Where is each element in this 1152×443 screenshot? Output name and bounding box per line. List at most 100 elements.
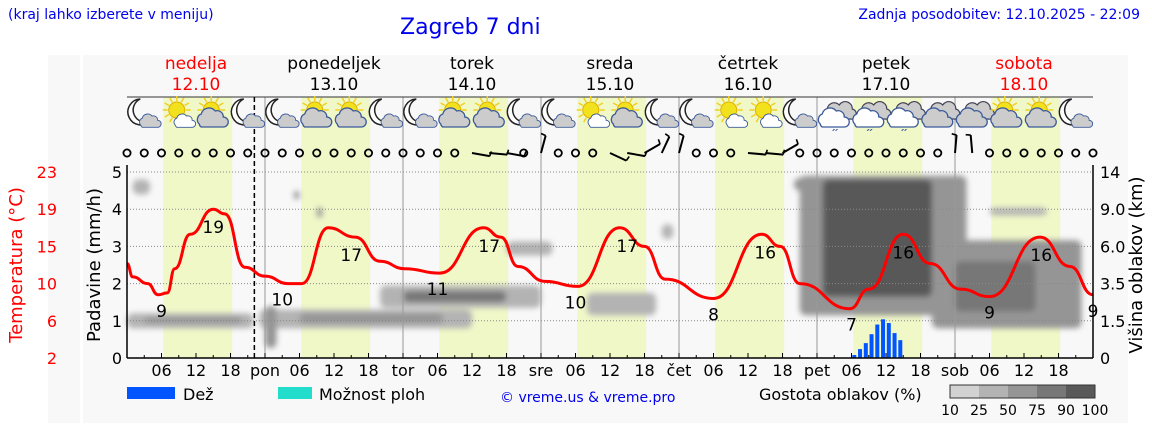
- temperature-label: 9: [156, 302, 167, 322]
- sun-ray: [460, 102, 466, 107]
- cloud-height-tick-label: 3.5: [1100, 275, 1125, 294]
- drizzle-marks: ״: [866, 125, 874, 138]
- calm-wind-icon: [933, 148, 943, 158]
- sun-ray: [721, 117, 725, 123]
- copyright-link[interactable]: © vreme.us & vreme.pro: [500, 390, 675, 406]
- cloud-height-tick-label: 0: [1100, 349, 1110, 368]
- calm-wind-icon: [174, 148, 184, 158]
- x-tick-label: pon: [250, 361, 280, 380]
- calm-wind-icon: [208, 148, 218, 158]
- x-tick-label: 06: [565, 361, 585, 380]
- wind-barb-icon: [954, 134, 958, 154]
- wind-barb-icon: [781, 143, 799, 154]
- day-date-4: 16.10: [724, 75, 773, 95]
- front-cloud: [380, 113, 404, 128]
- cloud-density-area: [403, 291, 507, 303]
- cloud-drizzle-icon: ״: [886, 101, 926, 138]
- sun-ray: [755, 97, 760, 103]
- sun-cloud-icon: [438, 96, 471, 128]
- calm-wind-icon: [916, 148, 926, 158]
- legend-cloud-density-title: Gostota oblakov (%): [759, 385, 922, 404]
- wind-barb-icon: [747, 152, 767, 156]
- density-scale-label: 25: [970, 403, 988, 419]
- temperature-label: 16: [892, 243, 914, 263]
- front-cloud: [173, 113, 197, 128]
- cloud-shape: [415, 113, 438, 128]
- drizzle-marks: ״: [900, 125, 908, 138]
- sun-ray: [1008, 97, 1013, 103]
- calm-wind-icon: [312, 148, 322, 158]
- calm-wind-icon: [519, 148, 529, 158]
- cloud-density-area: [955, 261, 1036, 312]
- sun-ray: [169, 97, 173, 103]
- day-name-6: sobota: [995, 54, 1053, 74]
- sun-ray: [617, 97, 622, 103]
- cloud-shape: [1024, 107, 1057, 128]
- wind-barb-icon: [609, 152, 627, 162]
- wind-barb-feather: [657, 139, 661, 145]
- cloud-shape: [1070, 113, 1094, 128]
- sun-ray: [164, 113, 170, 118]
- rain-bar: [886, 323, 891, 358]
- rain-bar: [858, 349, 863, 358]
- front-cloud: [334, 107, 367, 128]
- calm-wind-icon: [847, 148, 857, 158]
- sun-ray: [629, 97, 633, 103]
- cloud-drizzle-icon: ״: [817, 101, 857, 138]
- x-tick-label: 06: [841, 361, 861, 380]
- front-cloud: [300, 107, 333, 128]
- wind-barb-icon: [471, 152, 490, 158]
- sun-cloud-icon: [990, 96, 1023, 128]
- sun-ray: [336, 102, 342, 107]
- sun-ray: [164, 102, 170, 107]
- x-tick-label: 18: [496, 361, 516, 380]
- calm-wind-icon: [432, 148, 442, 158]
- drizzle-marks: ״: [831, 125, 839, 138]
- overcast-icon: [921, 101, 961, 128]
- cloud-shape: [438, 107, 471, 128]
- sun-ray: [755, 117, 760, 123]
- sun-ray: [997, 97, 1001, 103]
- calm-wind-icon: [139, 148, 149, 158]
- sun-ray: [578, 102, 584, 107]
- density-swatch: [1066, 385, 1095, 398]
- cloud-density-area: [293, 190, 300, 200]
- day-name-4: četrtek: [718, 54, 779, 74]
- cloud-shape: [610, 107, 643, 128]
- legend-rain-swatch: [127, 387, 175, 399]
- x-tick-label: pet: [804, 361, 830, 380]
- wind-barb-icon: [660, 136, 671, 154]
- front-cloud: [921, 107, 954, 128]
- x-tick-label: 18: [1048, 361, 1068, 380]
- legend-rain-label: Dež: [183, 385, 214, 404]
- cloud-drizzle-icon: ״: [852, 101, 892, 138]
- cloud-height-tick-label: 1.5: [1100, 312, 1125, 331]
- sun-ray: [318, 97, 323, 103]
- sun-ray: [456, 97, 461, 103]
- sun-ray: [721, 97, 725, 103]
- front-cloud: [139, 113, 162, 128]
- x-tick-label: sre: [529, 361, 553, 380]
- sun-ray: [1046, 102, 1052, 107]
- wind-barb-feather: [951, 133, 957, 136]
- moon-cloud-icon: [782, 98, 818, 128]
- calm-wind-icon: [398, 148, 408, 158]
- density-scale-label: 10: [941, 403, 959, 419]
- sun-cloud-icon: [610, 96, 643, 128]
- calm-wind-icon: [381, 148, 391, 158]
- calm-wind-icon: [864, 148, 874, 158]
- calm-wind-icon: [450, 148, 460, 158]
- temperature-tick-label: 19: [37, 200, 57, 219]
- calm-wind-icon: [363, 148, 373, 158]
- x-tick-label: 18: [634, 361, 654, 380]
- sun-ray: [594, 97, 599, 103]
- wind-barb-feather: [540, 132, 546, 137]
- sun-ray: [356, 102, 362, 107]
- wind-barb-icon: [678, 135, 685, 154]
- cloud-shape: [852, 101, 892, 128]
- x-tick-label: 06: [289, 361, 309, 380]
- cloud-density-area: [265, 305, 277, 349]
- sun-ray: [578, 113, 584, 118]
- last-updated: Zadnja posodobitev: 12.10.2025 - 22:09: [858, 7, 1140, 23]
- cloud-shape: [955, 101, 995, 128]
